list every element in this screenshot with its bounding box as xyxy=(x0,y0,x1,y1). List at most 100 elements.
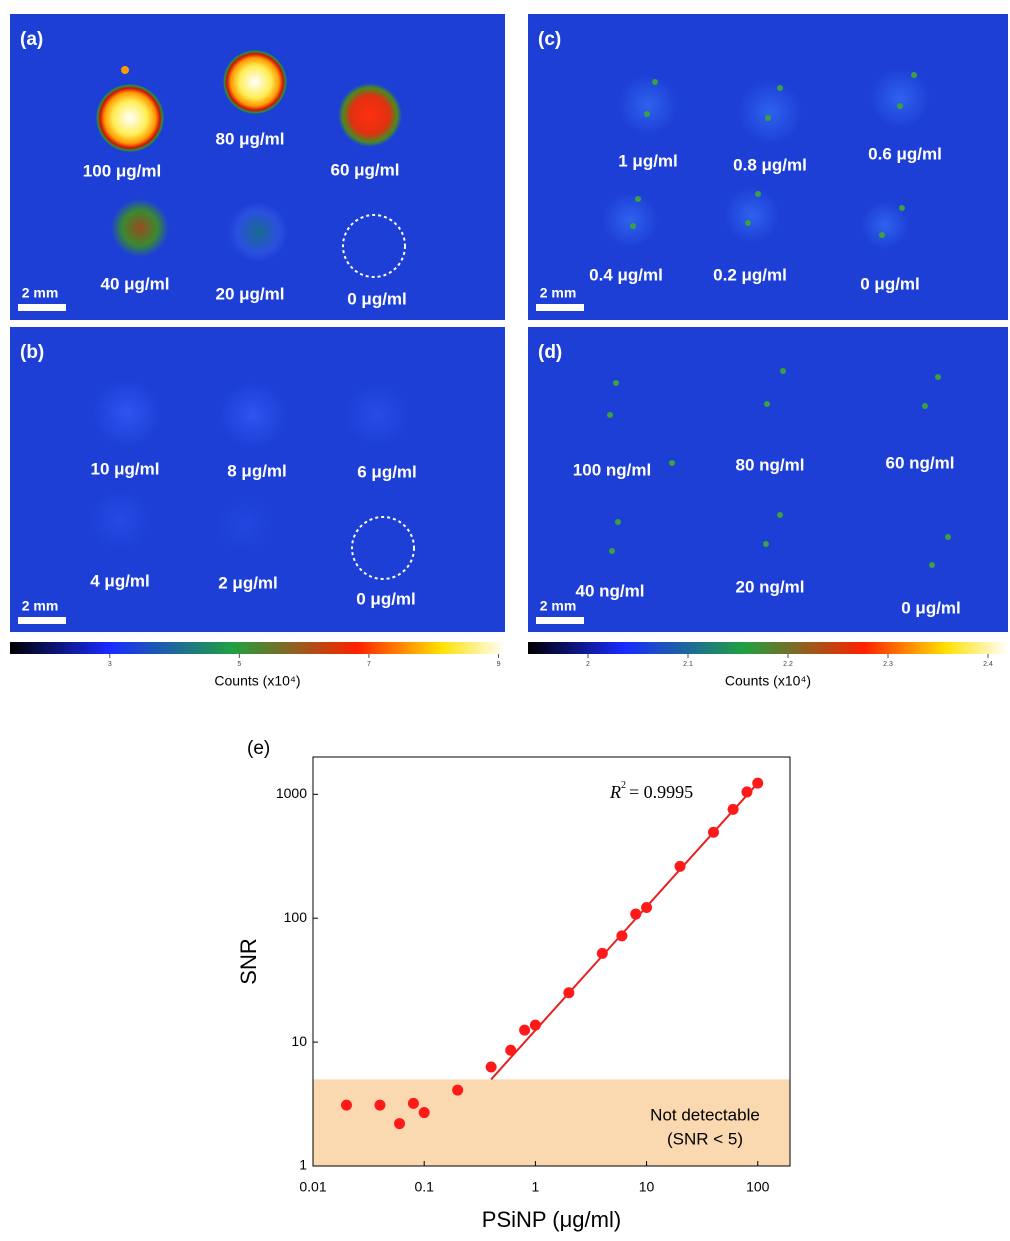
scale-bar-label: 2 mm xyxy=(540,598,577,614)
scale-bar-label: 2 mm xyxy=(540,285,577,301)
data-point xyxy=(505,1045,516,1056)
panel-letter: (d) xyxy=(538,342,562,363)
colorbar-tick-label: 2.1 xyxy=(683,661,693,668)
colorbar-tick-label: 2.3 xyxy=(883,661,893,668)
x-axis-label: PSiNP (μg/ml) xyxy=(482,1207,621,1232)
colorbar-tick-label: 3 xyxy=(108,661,112,668)
x-tick-label: 0.01 xyxy=(299,1179,326,1195)
y-tick-label: 1 xyxy=(299,1157,307,1173)
spot xyxy=(121,66,129,74)
y-axis-label: SNR xyxy=(236,938,261,984)
scale-bar xyxy=(18,617,66,624)
r-squared-part: R xyxy=(609,782,621,802)
data-point xyxy=(341,1100,352,1111)
spot xyxy=(96,84,164,152)
data-point xyxy=(641,902,652,913)
data-point xyxy=(530,1020,541,1031)
concentration-label: 0 μg/ml xyxy=(356,589,416,608)
spot xyxy=(111,199,169,257)
spot xyxy=(223,50,287,114)
data-point xyxy=(452,1085,463,1096)
colorbar-tick-label: 2.2 xyxy=(783,661,793,668)
panel-letter: (a) xyxy=(20,29,43,50)
data-point xyxy=(728,804,739,815)
concentration-label: 4 μg/ml xyxy=(90,571,150,590)
concentration-label: 20 μg/ml xyxy=(216,284,285,303)
data-point xyxy=(486,1061,497,1072)
concentration-label: 6 μg/ml xyxy=(357,462,417,481)
concentration-label: 20 ng/ml xyxy=(736,577,805,596)
concentration-label: 0.6 μg/ml xyxy=(868,144,942,163)
scale-bar xyxy=(18,304,66,311)
data-point xyxy=(741,786,752,797)
r-squared-part: 2 xyxy=(621,780,626,791)
data-point xyxy=(519,1025,530,1036)
scale-bar xyxy=(536,304,584,311)
scale-bar-label: 2 mm xyxy=(22,285,59,301)
data-point xyxy=(408,1098,419,1109)
data-point xyxy=(708,827,719,838)
scale-bar-label: 2 mm xyxy=(22,598,59,614)
spot xyxy=(228,202,288,262)
image-panels xyxy=(10,14,1008,632)
concentration-label: 60 ng/ml xyxy=(886,453,955,472)
concentration-label: 0 μg/ml xyxy=(347,289,407,308)
concentration-label: 100 ng/ml xyxy=(573,460,651,479)
colorbar-tick-label: 9 xyxy=(497,661,501,668)
data-point xyxy=(675,861,686,872)
colorbar-label: Counts (x10⁴) xyxy=(214,673,300,689)
concentration-label: 80 ng/ml xyxy=(736,455,805,474)
concentration-label: 0.8 μg/ml xyxy=(733,155,807,174)
spot xyxy=(90,490,150,550)
colorbar-tick-label: 2.4 xyxy=(983,661,993,668)
spot xyxy=(345,383,409,447)
x-tick-label: 10 xyxy=(639,1179,655,1195)
concentration-label: 100 μg/ml xyxy=(83,161,161,180)
concentration-label: 0.4 μg/ml xyxy=(589,265,663,284)
threshold-text: Not detectable xyxy=(650,1105,760,1124)
spot xyxy=(220,382,286,448)
panel-letter: (e) xyxy=(247,738,270,759)
data-point xyxy=(752,778,763,789)
colorbar-tick-label: 5 xyxy=(237,661,241,668)
concentration-label: 0 μg/ml xyxy=(860,274,920,293)
colorbar-tick-label: 7 xyxy=(367,661,371,668)
r-squared: R2= 0.9995 xyxy=(609,780,693,802)
data-point xyxy=(394,1118,405,1129)
threshold-text: (SNR < 5) xyxy=(667,1129,743,1148)
concentration-label: 1 μg/ml xyxy=(618,151,678,170)
y-tick-label: 1000 xyxy=(276,785,307,801)
data-point xyxy=(616,930,627,941)
colorbar-tick-label: 2 xyxy=(586,661,590,668)
page: 0.010.11101001101001000PSiNP (μg/ml)SNR(… xyxy=(0,0,1010,1241)
concentration-label: 10 μg/ml xyxy=(91,459,160,478)
concentration-label: 8 μg/ml xyxy=(227,461,287,480)
data-point xyxy=(563,987,574,998)
panel-letter: (c) xyxy=(538,29,561,50)
colorbar xyxy=(528,642,1008,654)
x-tick-label: 100 xyxy=(746,1179,770,1195)
figure: 0.010.11101001101001000PSiNP (μg/ml)SNR(… xyxy=(0,0,1010,1236)
x-tick-label: 0.1 xyxy=(414,1179,434,1195)
colorbar-label: Counts (x10⁴) xyxy=(725,673,811,689)
concentration-label: 0 μg/ml xyxy=(901,598,961,617)
y-tick-label: 100 xyxy=(284,909,308,925)
y-tick-label: 10 xyxy=(291,1033,307,1049)
scale-bar xyxy=(536,617,584,624)
concentration-label: 80 μg/ml xyxy=(216,129,285,148)
concentration-label: 60 μg/ml xyxy=(331,160,400,179)
data-point xyxy=(419,1107,430,1118)
spot xyxy=(338,83,402,147)
concentration-label: 40 μg/ml xyxy=(101,274,170,293)
data-point xyxy=(597,948,608,959)
data-point xyxy=(374,1100,385,1111)
r-squared-part: = 0.9995 xyxy=(629,782,693,802)
concentration-label: 40 ng/ml xyxy=(576,581,645,600)
data-point xyxy=(630,909,641,920)
spot xyxy=(93,379,161,447)
spot xyxy=(217,497,273,553)
concentration-label: 0.2 μg/ml xyxy=(713,265,787,284)
colorbar xyxy=(10,642,505,654)
concentration-label: 2 μg/ml xyxy=(218,573,278,592)
